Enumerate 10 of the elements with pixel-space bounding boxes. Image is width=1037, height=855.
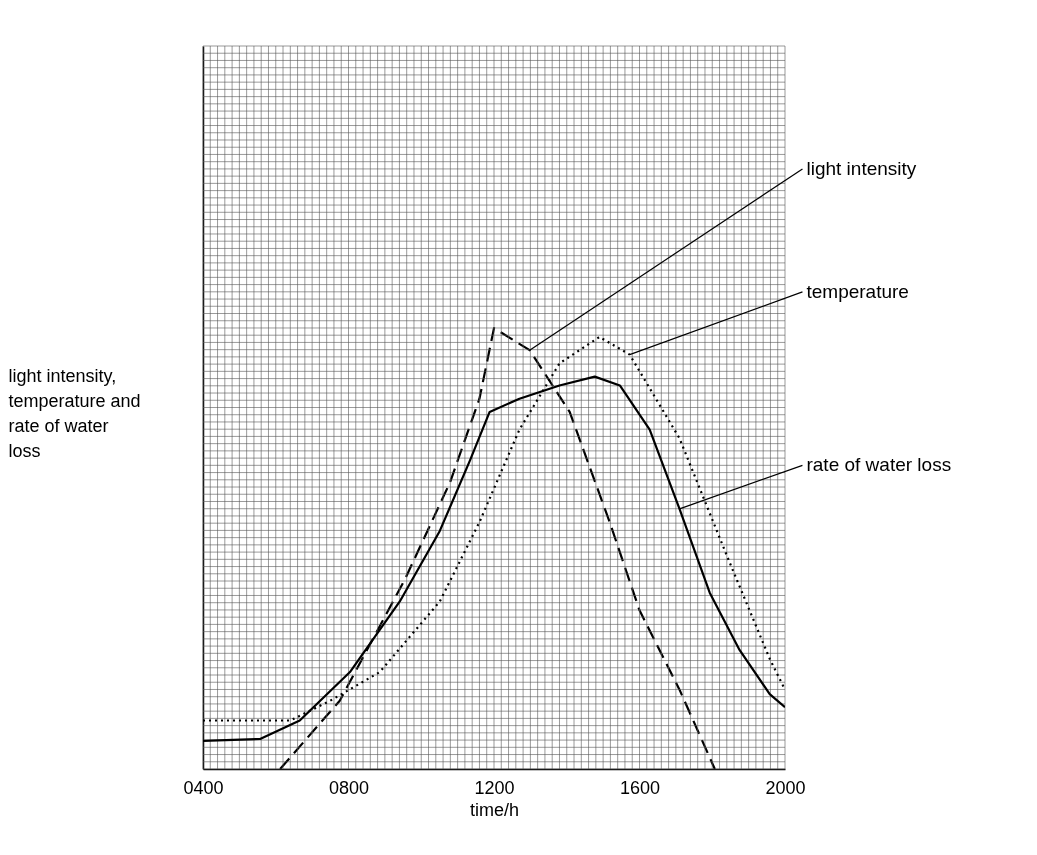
x-axis-title: time/h [469, 799, 520, 820]
text: temperature [806, 280, 909, 302]
text: light intensity [806, 157, 917, 179]
y-axis-title: light intensity, temperature and rate of water loss [8, 365, 141, 461]
x-tick-label: 1200 [474, 777, 515, 798]
x-tick-label: 0400 [183, 777, 224, 798]
x-tick-label: 2000 [765, 777, 806, 798]
text: rate of water loss [806, 454, 952, 476]
x-tick-label: 0800 [328, 777, 370, 798]
x-tick-label: 1600 [619, 777, 661, 798]
